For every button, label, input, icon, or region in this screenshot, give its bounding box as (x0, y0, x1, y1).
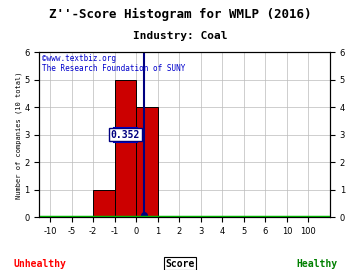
Y-axis label: Number of companies (10 total): Number of companies (10 total) (15, 71, 22, 198)
Bar (93, 190, 115, 217)
Text: Unhealthy: Unhealthy (13, 259, 66, 269)
Text: 0.352: 0.352 (111, 130, 140, 140)
Text: Z''-Score Histogram for WMLP (2016): Z''-Score Histogram for WMLP (2016) (49, 8, 311, 21)
Bar (136, 107, 158, 217)
Text: Industry: Coal: Industry: Coal (133, 31, 227, 41)
Text: Score: Score (165, 259, 195, 269)
Text: ©www.textbiz.org
The Research Foundation of SUNY: ©www.textbiz.org The Research Foundation… (42, 54, 186, 73)
Text: Healthy: Healthy (296, 259, 337, 269)
Bar (115, 80, 136, 217)
